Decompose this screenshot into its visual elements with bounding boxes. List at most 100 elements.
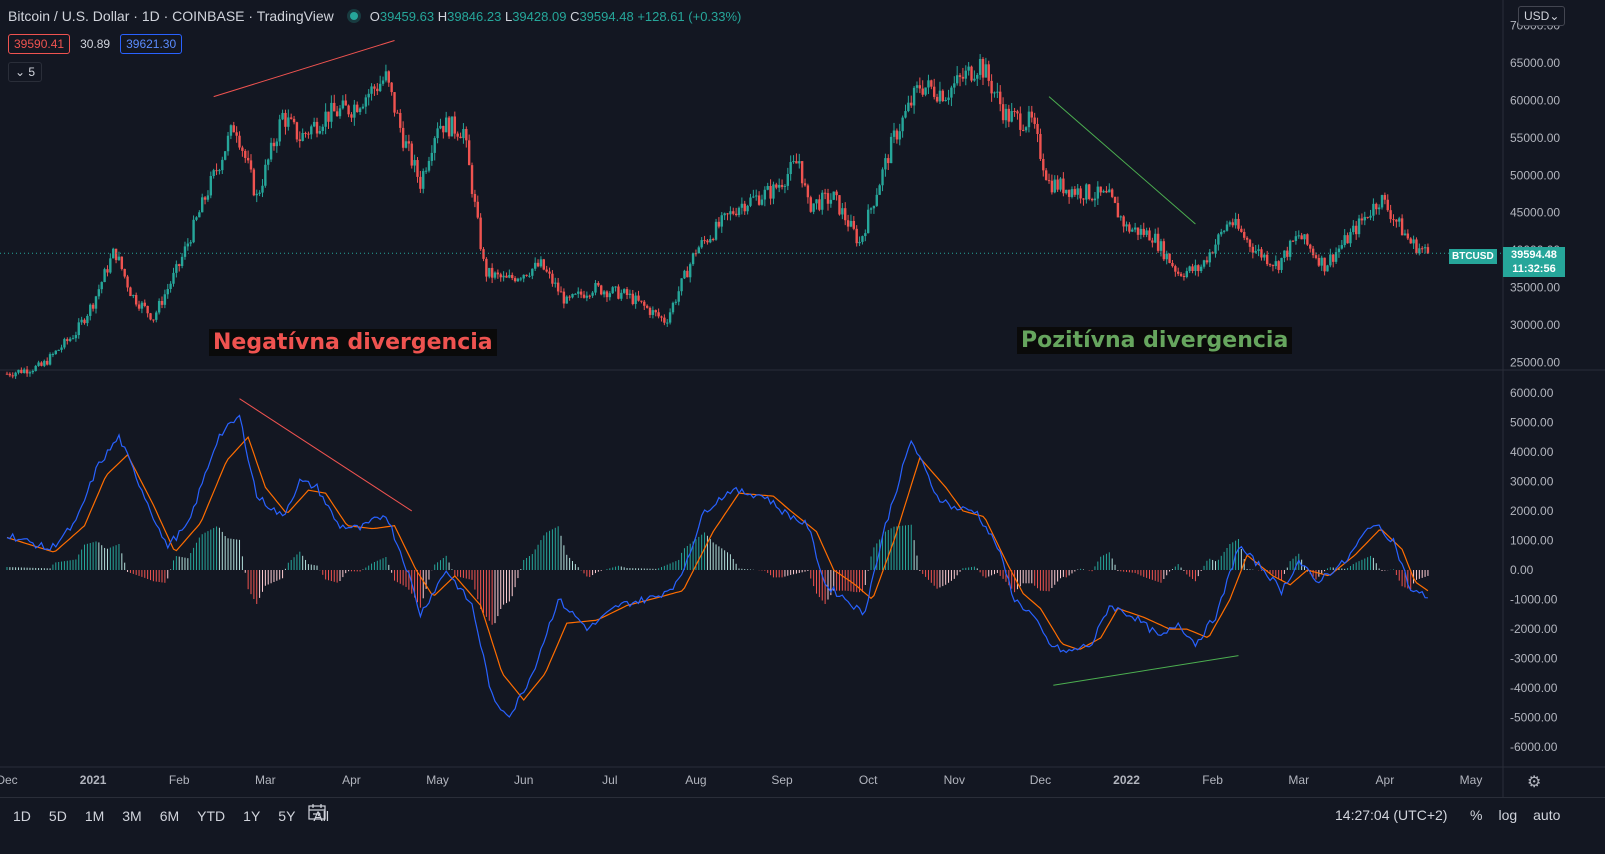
candle-body [83,319,86,324]
candle-body [445,117,448,133]
ohlc-values: O39459.63 H39846.23 L39428.09 C39594.48 … [369,8,742,24]
trendline-2[interactable] [1048,96,1196,225]
candle-body [284,112,287,127]
candle-body [1426,247,1430,254]
candle-body [25,369,29,374]
candle-body [1119,216,1122,218]
candle-body [54,350,57,355]
candle-body [944,99,947,102]
candle-body [987,64,990,81]
period-button-6m[interactable]: 6M [159,808,180,824]
candle-body [407,141,411,144]
currency-select[interactable]: USD⌄ [1518,6,1566,26]
candle-body [769,185,772,199]
candle-body [1199,266,1203,272]
candle-body [172,272,175,284]
period-button-1y[interactable]: 1Y [243,808,261,824]
candle-body [155,312,158,320]
candle-body [1056,179,1059,190]
period-button-3m[interactable]: 3M [122,808,142,824]
candle-body [485,258,488,277]
time-tick-label: Oct [859,773,878,787]
candle-body [823,192,827,194]
candle-body [238,135,241,148]
macd-tick-label: 1000.00 [1510,533,1554,547]
candle-body [1125,224,1128,227]
period-button-1d[interactable]: 1D [13,808,31,824]
gear-icon[interactable]: ⚙ [1527,774,1542,791]
last-price-tag: 39594.48 11:32:56 [1503,247,1565,277]
trendline-3[interactable] [239,398,413,512]
candle-body [743,203,746,212]
log-toggle[interactable]: log [1498,807,1518,823]
candle-body [525,274,528,276]
candle-body [1311,248,1315,256]
candle-body [1263,254,1266,258]
candle-body [660,316,663,318]
auto-toggle[interactable]: auto [1533,807,1561,823]
candle-body [531,268,534,276]
clock-timezone[interactable]: 14:27:04 (UTC+2) [1335,807,1448,823]
time-tick-label: 2021 [80,773,107,787]
candle-body [508,274,511,278]
candle-body [218,170,221,172]
candle-body [1099,186,1102,193]
candle-body [872,205,876,209]
time-tick-label: Apr [1376,773,1395,787]
candle-body [1329,254,1332,266]
candle-body [373,86,376,89]
period-button-5d[interactable]: 5D [48,808,67,824]
candle-body [671,302,675,313]
candle-body [1357,218,1361,235]
candle-body [1116,202,1120,218]
candle-body [1280,257,1283,270]
price-tick-label: 50000.00 [1510,168,1560,182]
candle-body [109,258,112,273]
candle-body [772,184,775,199]
trendline-1[interactable] [213,39,395,98]
candle-body [1372,203,1375,216]
candle-body [533,262,537,269]
candle-body [1073,189,1077,195]
calendar-range-icon[interactable] [308,804,326,820]
candle-body [542,259,545,270]
candle-body [134,295,138,305]
symbol-title[interactable]: Bitcoin / U.S. Dollar · 1D · COINBASE · … [8,8,334,24]
candle-body [901,117,904,132]
candle-body [275,141,279,147]
candle-body [697,247,701,254]
candle-body [666,322,669,324]
candle-body [964,70,967,79]
candle-body [780,184,784,187]
candle-body [611,287,614,294]
candle-body [439,125,442,129]
period-button-ytd[interactable]: YTD [197,808,226,824]
price-tick-label: 55000.00 [1510,131,1560,145]
candle-body [1234,218,1237,226]
candle-body [732,211,735,214]
indicators-toggle-button[interactable]: ⌄ 5 [8,62,43,82]
candle-body [574,293,577,295]
candle-body [1070,189,1074,197]
candle-body [381,80,385,84]
candle-body [1076,188,1079,195]
period-button-5y[interactable]: 5Y [278,808,296,824]
candle-body [502,275,505,278]
percent-toggle[interactable]: % [1470,807,1483,823]
candle-body [68,338,72,342]
candle-body [1283,250,1286,258]
candle-body [1360,218,1364,221]
trendline-4[interactable] [1053,655,1239,686]
sell-button[interactable]: 39590.41 [8,34,71,54]
candle-body [999,91,1002,105]
buy-button[interactable]: 39621.30 [120,34,183,54]
candle-body [717,221,721,227]
chart-canvas[interactable]: 70000.0065000.0060000.0055000.0050000.00… [0,0,1605,797]
candle-body [996,91,999,93]
period-button-1m[interactable]: 1M [84,808,105,824]
candle-body [292,118,296,123]
candle-body [786,174,789,186]
candle-body [287,117,290,127]
candle-body [620,292,623,299]
candle-body [775,184,778,188]
